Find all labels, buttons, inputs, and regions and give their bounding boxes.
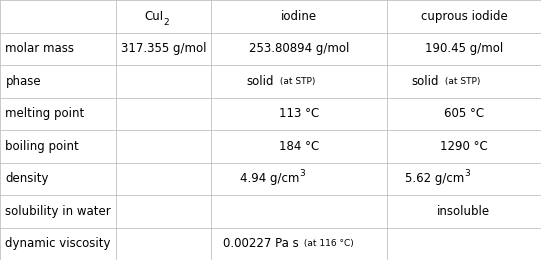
Text: 4.94 g/cm: 4.94 g/cm: [240, 172, 299, 185]
Text: (at STP): (at STP): [276, 77, 315, 86]
Text: phase: phase: [5, 75, 41, 88]
Text: melting point: melting point: [5, 107, 84, 120]
Text: 1290 °C: 1290 °C: [440, 140, 488, 153]
Text: (at STP): (at STP): [441, 77, 480, 86]
Text: 5.62 g/cm: 5.62 g/cm: [405, 172, 464, 185]
Text: 3: 3: [464, 168, 470, 178]
Text: 2: 2: [163, 18, 169, 27]
Text: 184 °C: 184 °C: [279, 140, 319, 153]
Text: insoluble: insoluble: [437, 205, 491, 218]
Text: 253.80894 g/mol: 253.80894 g/mol: [249, 42, 349, 55]
Text: solid: solid: [412, 75, 439, 88]
Text: iodine: iodine: [281, 10, 317, 23]
Text: (at 116 °C): (at 116 °C): [301, 239, 354, 248]
Text: 190.45 g/mol: 190.45 g/mol: [425, 42, 503, 55]
Text: molar mass: molar mass: [5, 42, 75, 55]
Text: cuprous iodide: cuprous iodide: [420, 10, 507, 23]
Text: 0.00227 Pa s: 0.00227 Pa s: [223, 237, 299, 250]
Text: solid: solid: [247, 75, 274, 88]
Text: CuI: CuI: [144, 10, 163, 23]
Text: 317.355 g/mol: 317.355 g/mol: [121, 42, 207, 55]
Text: 605 °C: 605 °C: [444, 107, 484, 120]
Text: 3: 3: [299, 168, 305, 178]
Text: density: density: [5, 172, 49, 185]
Text: dynamic viscosity: dynamic viscosity: [5, 237, 111, 250]
Text: solubility in water: solubility in water: [5, 205, 111, 218]
Text: boiling point: boiling point: [5, 140, 79, 153]
Text: 113 °C: 113 °C: [279, 107, 319, 120]
